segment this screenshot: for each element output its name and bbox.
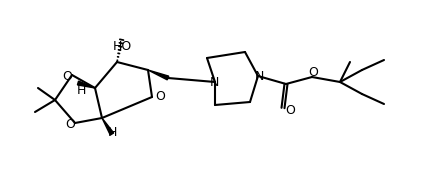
Text: O: O <box>65 117 75 130</box>
Text: HO: HO <box>113 40 132 52</box>
Text: H: H <box>107 126 117 139</box>
Text: O: O <box>308 67 318 80</box>
Polygon shape <box>77 81 95 88</box>
Text: O: O <box>285 103 295 116</box>
Text: H: H <box>76 84 86 97</box>
Text: O: O <box>62 69 72 82</box>
Polygon shape <box>148 70 169 80</box>
Polygon shape <box>102 118 114 135</box>
Text: O: O <box>155 90 165 103</box>
Text: N: N <box>209 76 219 89</box>
Text: N: N <box>254 69 264 82</box>
